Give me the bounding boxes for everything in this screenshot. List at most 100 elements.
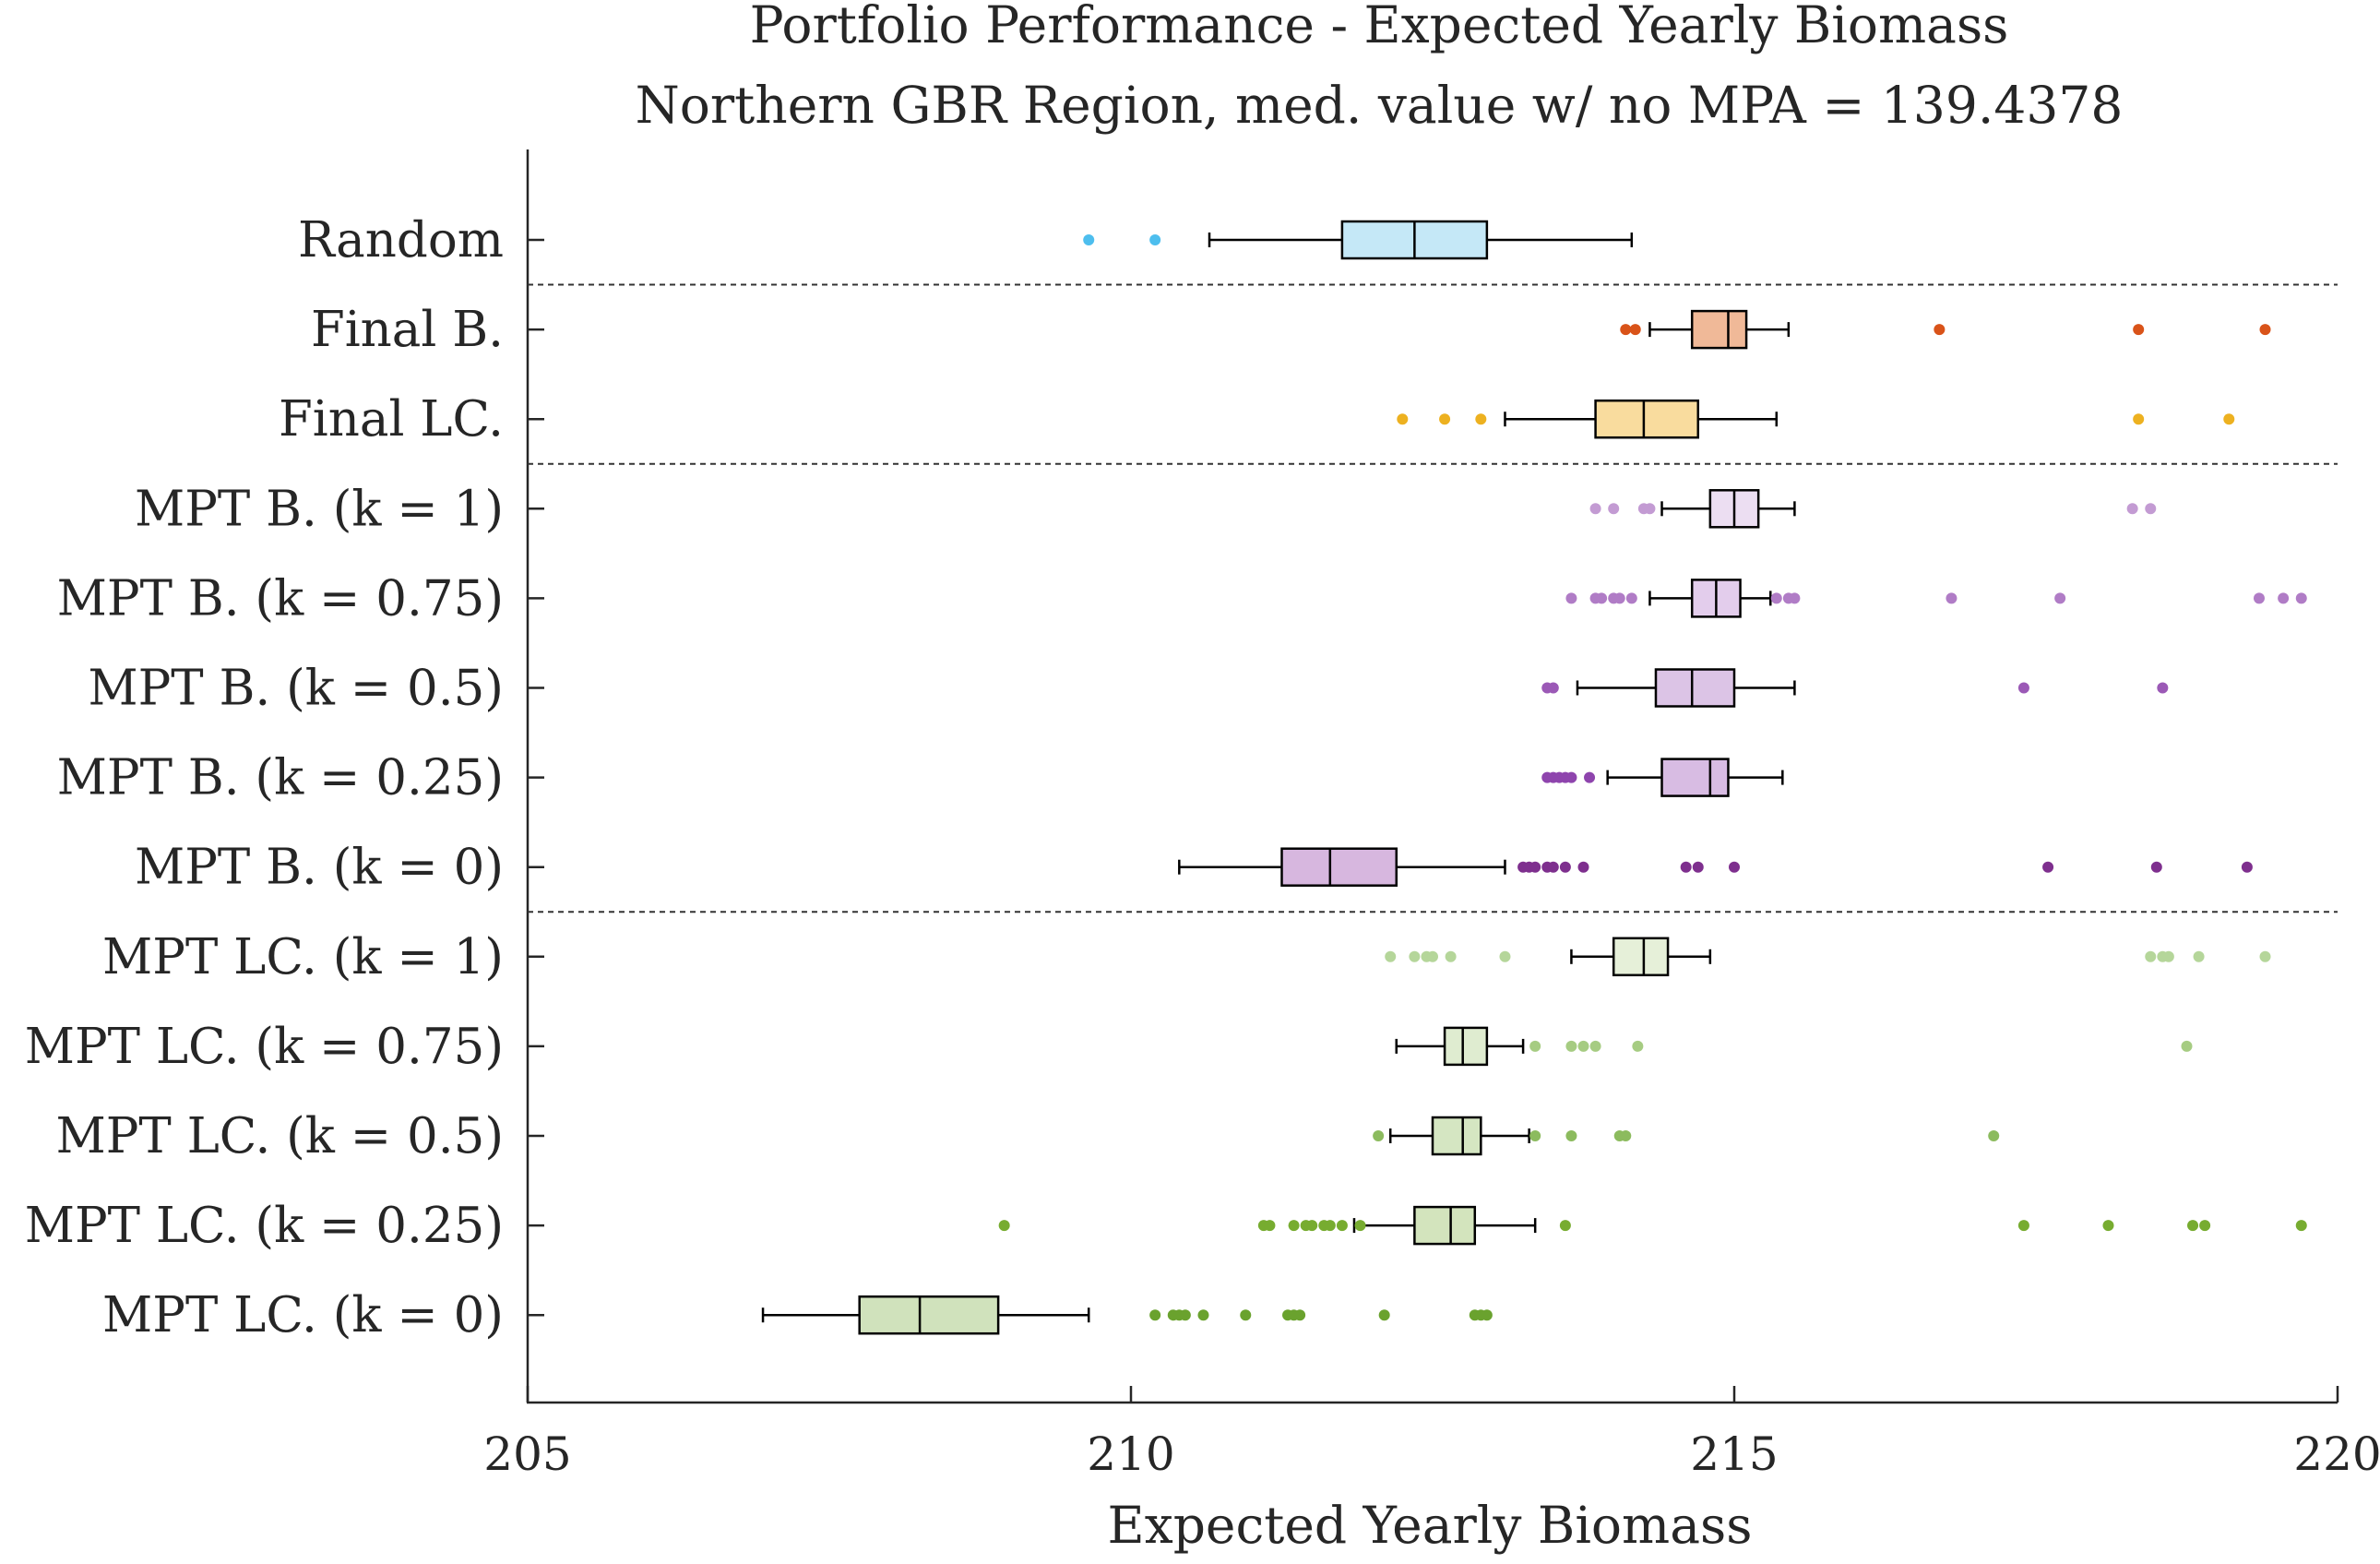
outlier-point	[1197, 1309, 1209, 1321]
iqr-box	[1443, 1026, 1489, 1067]
outlier-point	[1729, 861, 1740, 873]
outlier-point	[1264, 1220, 1276, 1232]
outlier-point	[2199, 1220, 2211, 1232]
outlier-point	[2102, 1220, 2114, 1232]
outlier-point	[1559, 861, 1571, 873]
outlier-point	[2295, 1220, 2307, 1232]
outlier-point	[2241, 861, 2253, 873]
outlier-point	[2017, 682, 2029, 694]
outlier-point	[2259, 324, 2271, 336]
outlier-point	[1475, 413, 1487, 425]
outlier-point	[2259, 950, 2271, 962]
iqr-box	[1690, 309, 1748, 350]
outlier-point	[1149, 234, 1161, 245]
outlier-point	[1547, 861, 1559, 873]
outlier-point	[1565, 771, 1577, 783]
outlier-point	[2145, 503, 2157, 515]
y-tick-label: MPT B. (k = 0.75)	[57, 570, 504, 627]
outlier-point	[1373, 1130, 1385, 1141]
outlier-point	[1589, 503, 1601, 515]
iqr-box	[1612, 937, 1670, 977]
outlier-point	[2181, 1040, 2193, 1052]
iqr-box	[1660, 758, 1730, 797]
outlier-point	[1481, 1309, 1493, 1321]
outlier-point	[1692, 861, 1704, 873]
outlier-point	[1354, 1220, 1366, 1232]
outlier-point	[1608, 503, 1620, 515]
outlier-point	[2162, 950, 2174, 962]
y-tick-label: MPT B. (k = 1)	[135, 481, 504, 537]
outlier-point	[1789, 592, 1801, 604]
outlier-point	[1680, 861, 1692, 873]
y-tick-label: MPT LC. (k = 1)	[102, 929, 504, 985]
outlier-point	[2042, 861, 2054, 873]
outlier-point	[1439, 413, 1451, 425]
outlier-point	[1644, 503, 1656, 515]
y-tick-label: Random	[298, 212, 504, 269]
outlier-point	[1620, 324, 1632, 336]
y-tick-label: MPT LC. (k = 0.75)	[25, 1019, 504, 1075]
outlier-point	[1499, 950, 1511, 962]
iqr-box	[1594, 399, 1700, 439]
outlier-point	[1336, 1220, 1348, 1232]
outlier-point	[1445, 950, 1457, 962]
iqr-box	[1280, 847, 1398, 887]
outlier-point	[2187, 1220, 2199, 1232]
outlier-point	[2223, 413, 2235, 425]
outlier-point	[1596, 592, 1608, 604]
outlier-point	[1179, 1309, 1191, 1321]
outlier-point	[1385, 950, 1397, 962]
outlier-point	[1294, 1309, 1306, 1321]
plot-area: 205 210 215 220 Random Final B. Final LC. MPT B…	[25, 149, 2380, 1481]
outlier-point	[2278, 592, 2290, 604]
y-tick-label: Final LC.	[279, 391, 504, 448]
outlier-point	[1529, 1040, 1541, 1052]
outlier-point	[1324, 1220, 1336, 1232]
outlier-point	[1613, 592, 1625, 604]
outlier-point	[2150, 861, 2162, 873]
outlier-point	[1529, 861, 1541, 873]
iqr-box	[1431, 1116, 1482, 1156]
y-tick-label: MPT LC. (k = 0.5)	[55, 1108, 504, 1164]
y-tick-label: Final B.	[311, 302, 504, 358]
outlier-point	[2126, 503, 2138, 515]
x-axis-label: Expected Yearly Biomass	[1108, 1496, 1753, 1555]
y-tick-label: MPT LC. (k = 0)	[102, 1287, 504, 1343]
outlier-point	[2133, 413, 2145, 425]
outlier-point	[1240, 1309, 1252, 1321]
x-tick-label: 205	[483, 1427, 571, 1481]
outlier-point	[1409, 950, 1421, 962]
outlier-point	[2145, 950, 2157, 962]
outlier-point	[1620, 1130, 1632, 1141]
outlier-point	[1946, 592, 1958, 604]
outlier-point	[2157, 682, 2169, 694]
outlier-point	[1584, 771, 1596, 783]
outlier-point	[1988, 1130, 2000, 1141]
outlier-point	[1547, 682, 1559, 694]
outlier-point	[1565, 1130, 1577, 1141]
outlier-point	[1559, 1220, 1571, 1232]
chart-title: Portfolio Performance - Expected Yearly …	[750, 0, 2009, 54]
outlier-point	[1397, 413, 1409, 425]
outlier-point	[1589, 1040, 1601, 1052]
outlier-point	[1629, 324, 1641, 336]
outlier-point	[1083, 234, 1095, 245]
y-tick-label: MPT LC. (k = 0.25)	[25, 1198, 504, 1254]
y-tick-label: MPT B. (k = 0.5)	[88, 661, 504, 717]
iqr-box	[1413, 1205, 1477, 1246]
outlier-point	[1577, 1040, 1589, 1052]
outlier-point	[1529, 1130, 1541, 1141]
outlier-point	[1565, 592, 1577, 604]
outlier-point	[1378, 1309, 1390, 1321]
outlier-point	[1632, 1040, 1644, 1052]
iqr-box	[858, 1295, 1000, 1335]
outlier-point	[2133, 324, 2145, 336]
outlier-point	[1934, 324, 1946, 336]
chart-subtitle: Northern GBR Region, med. value w/ no MP…	[636, 76, 2124, 135]
outlier-point	[1625, 592, 1637, 604]
outlier-point	[1288, 1220, 1300, 1232]
outlier-point	[1149, 1309, 1161, 1321]
x-tick-label: 215	[1690, 1427, 1778, 1481]
outlier-point	[1565, 1040, 1577, 1052]
